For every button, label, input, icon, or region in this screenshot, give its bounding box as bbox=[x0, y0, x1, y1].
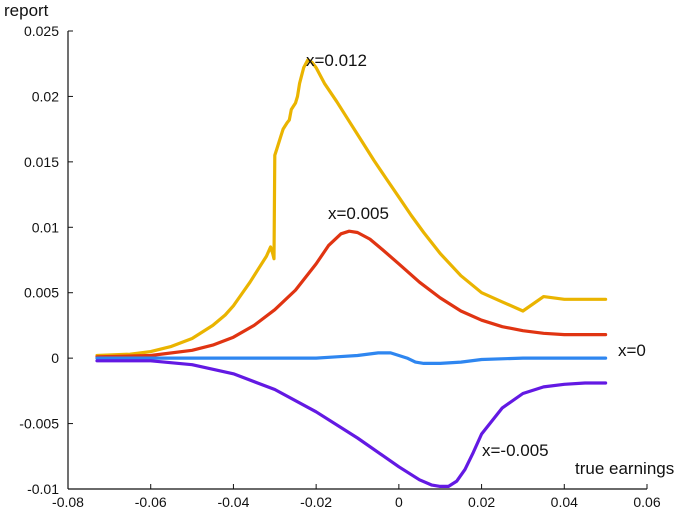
series-label-1: x=0.012 bbox=[306, 51, 367, 70]
x-tick-label: 0.06 bbox=[633, 494, 660, 510]
x-tick-label: -0.02 bbox=[300, 494, 332, 510]
x-tick-label: -0.04 bbox=[217, 494, 249, 510]
axes: -0.01 -0.005 0 0.005 0.01 0.015 0.02 0.025 -0.08… bbox=[19, 23, 661, 510]
x-tick-label: 0.04 bbox=[551, 494, 578, 510]
y-tick-label: -0.005 bbox=[19, 416, 59, 432]
series-label-4: x=-0.005 bbox=[482, 441, 549, 460]
series-label-2: x=0.005 bbox=[328, 204, 389, 223]
y-tick-label: -0.01 bbox=[27, 481, 59, 497]
series-line-4 bbox=[95, 359, 608, 488]
x-tick-label: -0.06 bbox=[135, 494, 167, 510]
series-labels: x=0.012 x=0.005 x=0 x=-0.005 bbox=[306, 51, 646, 460]
x-tick-label: 0 bbox=[395, 494, 403, 510]
series-line-3 bbox=[95, 351, 608, 365]
x-axis-title: true earnings bbox=[575, 459, 674, 478]
y-tick-label: 0 bbox=[51, 350, 59, 366]
y-tick-label: 0.02 bbox=[32, 88, 59, 104]
x-tick-label: -0.08 bbox=[52, 494, 84, 510]
y-tick-label: 0.025 bbox=[24, 23, 59, 39]
series-line-1 bbox=[95, 58, 608, 358]
series-line-2 bbox=[95, 229, 608, 359]
series-label-3: x=0 bbox=[618, 341, 646, 360]
x-tick-label: 0.02 bbox=[468, 494, 495, 510]
y-axis-title: report bbox=[4, 1, 49, 20]
y-tick-label: 0.01 bbox=[32, 219, 59, 235]
series-group bbox=[95, 58, 608, 488]
y-tick-label: 0.015 bbox=[24, 154, 59, 170]
y-tick-label: 0.005 bbox=[24, 285, 59, 301]
